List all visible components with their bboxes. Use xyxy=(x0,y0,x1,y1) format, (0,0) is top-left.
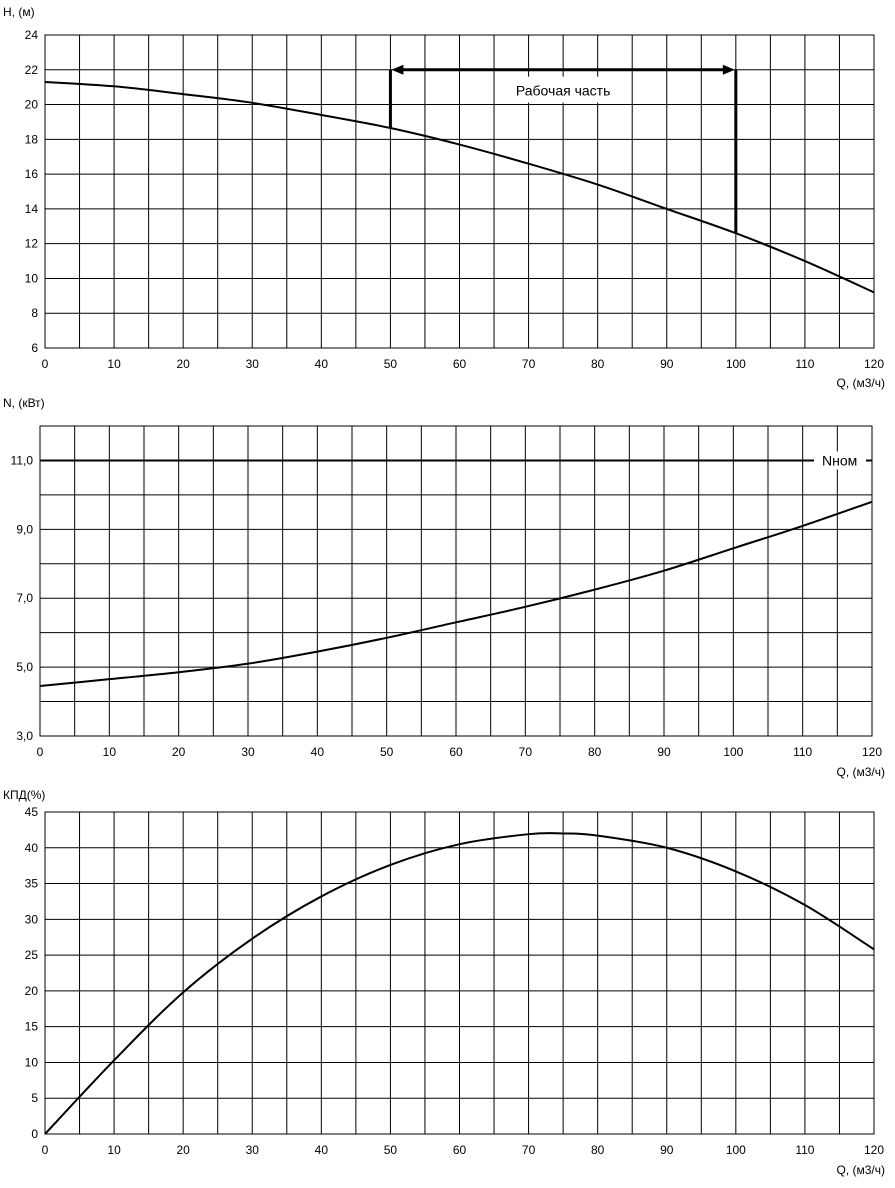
y-tick-label: 5 xyxy=(31,1091,38,1105)
y-tick-label: 7,0 xyxy=(16,591,33,605)
y-tick-label: 45 xyxy=(25,805,39,819)
x-tick-label: 80 xyxy=(588,745,602,759)
x-tick-label: 40 xyxy=(315,357,329,371)
y-tick-label: 0 xyxy=(31,1127,38,1141)
x-tick-label: 70 xyxy=(519,745,533,759)
head-y-axis-label: H, (м) xyxy=(3,5,35,19)
x-tick-label: 100 xyxy=(726,1143,746,1157)
y-tick-label: 20 xyxy=(25,984,39,998)
y-tick-label: 18 xyxy=(25,132,39,146)
efficiency-chart: 0 10 20 30 40 50 60 70 80 90 100 110 120 0 5 10 15 20 25 30… xyxy=(3,788,885,1177)
arrow-left-head xyxy=(391,64,404,75)
y-tick-label: 40 xyxy=(25,841,39,855)
y-tick-label: 15 xyxy=(25,1020,39,1034)
efficiency-curve xyxy=(44,832,875,1135)
y-tick-label: 14 xyxy=(25,202,39,216)
x-tick-label: 30 xyxy=(246,357,260,371)
head-chart: 0 10 20 30 40 50 60 70 80 90 100 110 120 6 8 10 12 14 16 18… xyxy=(3,5,885,390)
nominal-power-label: Nном xyxy=(822,452,857,468)
x-tick-label: 90 xyxy=(660,357,674,371)
power-x-axis-label: Q, (м3/ч) xyxy=(836,765,885,779)
x-tick-label: 70 xyxy=(522,1143,536,1157)
x-tick-label: 100 xyxy=(723,745,743,759)
x-tick-label: 120 xyxy=(862,745,882,759)
x-tick-label: 110 xyxy=(793,745,812,759)
x-tick-label: 20 xyxy=(172,745,186,759)
x-tick-label: 40 xyxy=(311,745,325,759)
efficiency-plot-frame xyxy=(44,811,875,1135)
head-plot-frame xyxy=(44,34,875,349)
y-tick-label: 10 xyxy=(25,271,39,285)
power-chart: 0 10 20 30 40 50 60 70 80 90 100 110 120 3,0 5,0 7,0 9,0… xyxy=(3,396,885,779)
x-tick-label: 0 xyxy=(37,745,44,759)
y-tick-label: 30 xyxy=(25,912,39,926)
y-tick-label: 9,0 xyxy=(16,522,33,536)
head-grid xyxy=(44,34,875,349)
x-tick-label: 100 xyxy=(726,357,746,371)
efficiency-y-axis-label: КПД(%) xyxy=(3,788,45,802)
y-tick-label: 35 xyxy=(25,877,39,891)
power-grid xyxy=(39,425,873,737)
x-tick-label: 90 xyxy=(660,1143,674,1157)
y-tick-label: 12 xyxy=(25,237,39,251)
x-tick-label: 0 xyxy=(42,1143,49,1157)
nominal-power-label-bg xyxy=(814,451,866,470)
x-tick-label: 60 xyxy=(453,357,467,371)
x-tick-label: 40 xyxy=(315,1143,329,1157)
efficiency-x-axis-label: Q, (м3/ч) xyxy=(836,1163,885,1177)
x-tick-label: 20 xyxy=(176,357,190,371)
power-plot-frame xyxy=(39,425,873,737)
x-tick-label: 80 xyxy=(591,357,605,371)
x-tick-label: 80 xyxy=(591,1143,605,1157)
x-tick-label: 0 xyxy=(42,357,49,371)
x-tick-label: 110 xyxy=(795,357,814,371)
x-tick-label: 10 xyxy=(107,357,121,371)
x-tick-label: 30 xyxy=(241,745,255,759)
x-tick-label: 10 xyxy=(103,745,117,759)
power-curve xyxy=(39,500,873,688)
arrow-right-head xyxy=(722,64,735,75)
head-x-axis-label: Q, (м3/ч) xyxy=(836,376,885,390)
y-tick-label: 10 xyxy=(25,1055,39,1069)
x-tick-label: 90 xyxy=(657,745,671,759)
x-tick-label: 50 xyxy=(380,745,394,759)
x-tick-label: 110 xyxy=(795,1143,814,1157)
x-tick-label: 30 xyxy=(246,1143,260,1157)
power-y-axis-label: N, (кВт) xyxy=(3,396,45,410)
y-tick-label: 5,0 xyxy=(16,660,33,674)
x-tick-label: 120 xyxy=(864,1143,884,1157)
y-tick-label: 8 xyxy=(31,306,38,320)
y-tick-label: 6 xyxy=(31,341,38,355)
x-tick-label: 50 xyxy=(384,357,398,371)
efficiency-grid xyxy=(44,811,875,1135)
x-tick-label: 60 xyxy=(449,745,463,759)
working-range-annotation: Рабочая часть xyxy=(388,64,738,234)
x-tick-label: 50 xyxy=(384,1143,398,1157)
x-tick-label: 70 xyxy=(522,357,536,371)
x-tick-label: 120 xyxy=(864,357,884,371)
y-tick-label: 25 xyxy=(25,948,39,962)
y-tick-label: 24 xyxy=(25,28,39,42)
y-tick-label: 16 xyxy=(25,167,39,181)
y-tick-label: 3,0 xyxy=(16,729,33,743)
working-range-label: Рабочая часть xyxy=(516,83,611,99)
y-tick-label: 22 xyxy=(25,63,39,77)
y-tick-label: 20 xyxy=(25,98,39,112)
x-tick-label: 10 xyxy=(107,1143,121,1157)
x-tick-label: 60 xyxy=(453,1143,467,1157)
x-tick-label: 20 xyxy=(176,1143,190,1157)
working-range-label-bg xyxy=(499,76,628,103)
y-tick-label: 11,0 xyxy=(11,453,34,467)
